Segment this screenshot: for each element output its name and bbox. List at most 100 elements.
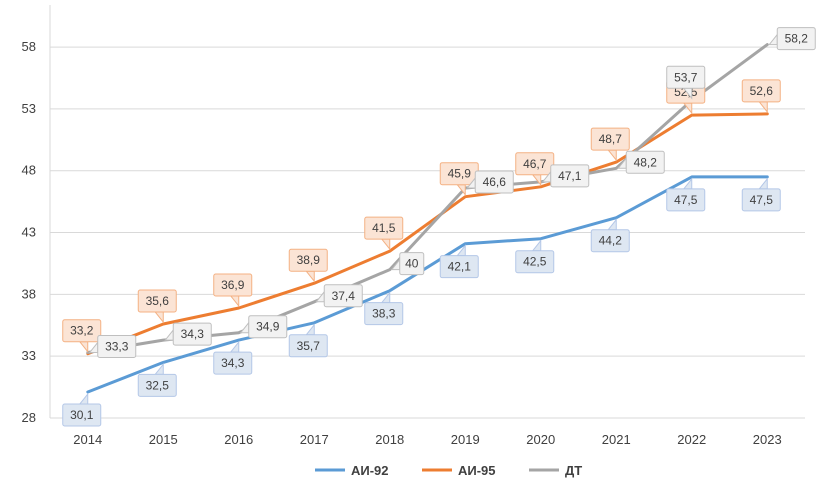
data-label: 38,3 — [364, 291, 404, 326]
x-tick-label: 2021 — [602, 432, 631, 447]
data-label-text: 33,2 — [70, 324, 94, 338]
data-label-box — [137, 289, 177, 313]
data-label-text: 35,7 — [297, 339, 321, 353]
x-tick-label: 2020 — [526, 432, 555, 447]
y-axis: 28 33 38 43 48 53 58 — [22, 5, 51, 425]
data-label: 48,2 — [617, 150, 665, 174]
data-label-text: 35,6 — [146, 294, 170, 308]
data-label-box — [625, 150, 665, 174]
data-label: 35,6 — [137, 289, 177, 324]
data-label-pointer — [305, 270, 315, 283]
y-tick-label: 58 — [22, 39, 36, 54]
data-label-text: 47,5 — [674, 193, 698, 207]
data-label: 34,3 — [213, 340, 253, 375]
data-label-text: 30,1 — [70, 408, 94, 422]
data-label-pointer — [380, 238, 391, 251]
data-label: 34,9 — [239, 315, 288, 339]
data-label: 45,9 — [439, 162, 479, 197]
y-tick-label: 28 — [22, 410, 36, 425]
data-labels: 30,1 32,5 34,3 35,7 38,3 42,1 42,5 44,2 47,5 47,5… — [62, 27, 816, 427]
data-label-text: 33,3 — [105, 339, 129, 353]
data-label-text: 45,9 — [448, 167, 472, 181]
data-label: 58,2 — [768, 27, 816, 51]
data-label-box — [137, 373, 177, 397]
data-label-box — [439, 255, 479, 279]
data-label-text: 34,9 — [256, 320, 280, 334]
data-label-pointer — [239, 321, 250, 334]
data-label-box — [515, 250, 555, 274]
legend: АИ-92 АИ-95 ДТ — [315, 463, 582, 478]
data-label: 44,2 — [590, 218, 630, 253]
data-label: 32,5 — [137, 362, 177, 397]
data-label-box — [62, 403, 102, 427]
data-label-box — [776, 27, 816, 51]
data-label-box — [364, 302, 404, 326]
data-label-text: 47,5 — [750, 193, 774, 207]
data-label: 48,7 — [590, 127, 630, 162]
x-axis: 2014 2015 2016 2017 2018 2019 2020 2021 2022 2023 — [50, 417, 805, 447]
y-tick-label: 43 — [22, 225, 36, 240]
data-label-box — [474, 170, 514, 194]
data-label-pointer — [607, 218, 617, 231]
data-label-box — [550, 164, 590, 188]
data-label-box — [590, 127, 630, 151]
data-label-pointer — [758, 177, 768, 190]
data-label: 42,1 — [439, 244, 479, 279]
data-label-pointer — [607, 149, 617, 162]
data-label-box — [364, 216, 404, 240]
data-label-text: 34,3 — [181, 327, 205, 341]
data-label-box — [62, 319, 102, 343]
data-label-text: 46,7 — [523, 157, 547, 171]
data-label-text: 52,6 — [750, 84, 774, 98]
data-label-pointer — [78, 341, 89, 354]
data-label-text: 48,7 — [599, 132, 623, 146]
data-label-text: 38,9 — [297, 253, 321, 267]
data-label-text: 48,2 — [634, 155, 658, 169]
series-line-2 — [86, 43, 769, 354]
y-tick-label: 53 — [22, 101, 36, 116]
data-label-pointer — [531, 239, 542, 252]
data-label: 46,6 — [466, 170, 514, 194]
x-tick-label: 2022 — [677, 432, 706, 447]
data-label-box — [172, 322, 212, 346]
data-label-box — [323, 284, 363, 308]
data-label-text: 40 — [405, 257, 419, 271]
data-label-text: 37,4 — [332, 289, 356, 303]
data-label-box — [741, 188, 781, 212]
series-line-0 — [86, 175, 769, 394]
x-tick-label: 2016 — [224, 432, 253, 447]
data-label-text: 32,5 — [146, 378, 170, 392]
data-label-box — [590, 229, 630, 253]
data-label-box — [399, 252, 425, 276]
data-label-box — [288, 248, 328, 272]
data-label-text: 42,5 — [523, 255, 547, 269]
data-label: 33,3 — [88, 334, 137, 358]
data-label-pointer — [758, 101, 768, 114]
data-label-text: 38,3 — [372, 307, 396, 321]
data-label-box — [666, 188, 706, 212]
data-label-text: 34,3 — [221, 356, 245, 370]
data-label-pointer — [229, 295, 240, 308]
data-label: 35,7 — [288, 323, 328, 358]
data-label-box — [666, 65, 706, 89]
legend-label: АИ-95 — [458, 463, 496, 478]
data-label-box — [97, 334, 137, 358]
y-tick-label: 48 — [22, 163, 36, 178]
data-label-pointer — [768, 33, 778, 46]
data-label-box — [248, 315, 288, 339]
data-label-pointer — [154, 311, 164, 324]
data-label: 42,5 — [515, 239, 555, 274]
data-label-text: 36,9 — [221, 278, 245, 292]
data-label-pointer — [88, 341, 99, 353]
data-label: 34,3 — [164, 322, 212, 346]
x-tick-label: 2014 — [73, 432, 102, 447]
y-tick-label: 33 — [22, 348, 36, 363]
data-label: 38,9 — [288, 248, 328, 283]
x-tick-label: 2023 — [753, 432, 782, 447]
data-label: 47,1 — [541, 164, 590, 188]
series-line-1 — [86, 112, 769, 356]
data-label: 46,7 — [515, 152, 555, 187]
data-label: 33,2 — [62, 319, 102, 354]
data-label-text: 44,2 — [599, 234, 623, 248]
